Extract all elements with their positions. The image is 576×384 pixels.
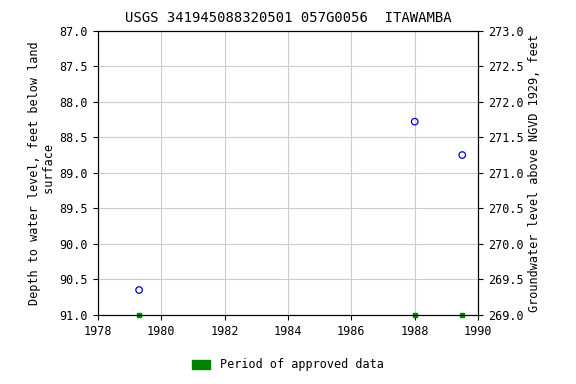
- Title: USGS 341945088320501 057G0056  ITAWAMBA: USGS 341945088320501 057G0056 ITAWAMBA: [124, 12, 452, 25]
- Y-axis label: Groundwater level above NGVD 1929, feet: Groundwater level above NGVD 1929, feet: [528, 34, 541, 312]
- Point: [410, 119, 419, 125]
- Y-axis label: Depth to water level, feet below land
 surface: Depth to water level, feet below land su…: [28, 41, 55, 305]
- Point: [458, 152, 467, 158]
- Point: [134, 287, 143, 293]
- Legend: Period of approved data: Period of approved data: [188, 354, 388, 376]
